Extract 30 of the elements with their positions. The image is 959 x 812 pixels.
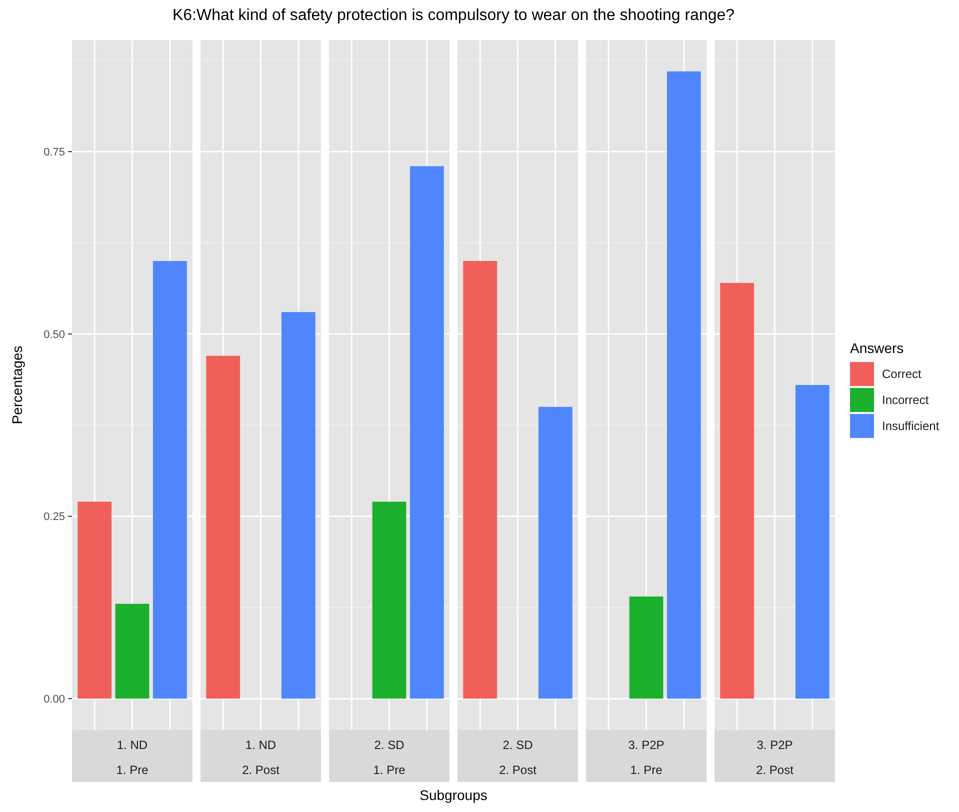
legend-label: Incorrect <box>882 393 930 408</box>
y-tick-label: 0.00 <box>44 693 65 706</box>
bar <box>410 166 444 699</box>
y-tick-label: 0.50 <box>44 328 65 341</box>
x-tick-label: 1. ND 2. Post <box>242 738 280 777</box>
y-tick-label: 0.25 <box>44 511 65 524</box>
bar <box>538 406 572 699</box>
x-tick-label: 3. P2P 1. Pre <box>628 738 664 777</box>
x-axis-title: Subgroups <box>420 787 488 803</box>
x-tick-label: 2. SD 2. Post <box>499 738 538 777</box>
bar <box>152 261 187 699</box>
bar <box>720 282 754 699</box>
x-tick-label: 2. SD 1. Pre <box>373 738 406 777</box>
x-tick-label: 3. P2P 2. Post <box>756 738 794 777</box>
bar <box>629 596 664 699</box>
bar <box>463 261 498 699</box>
bar <box>666 71 701 699</box>
legend-title: Answers <box>850 340 904 356</box>
legend-label: Insufficient <box>882 419 940 434</box>
bar <box>78 502 112 699</box>
legend-label: Correct <box>882 367 922 382</box>
bar <box>206 356 240 699</box>
chart-title: K6:What kind of safety protection is compulsory to wear on the shooting range? <box>172 7 735 24</box>
bar <box>372 502 406 699</box>
x-tick-label: 1. ND 1. Pre <box>116 738 149 777</box>
y-tick-label: 0.75 <box>44 146 65 158</box>
y-axis-title: Percentages <box>9 346 25 424</box>
bar <box>795 385 830 699</box>
bar <box>115 604 150 699</box>
bar <box>281 312 316 699</box>
